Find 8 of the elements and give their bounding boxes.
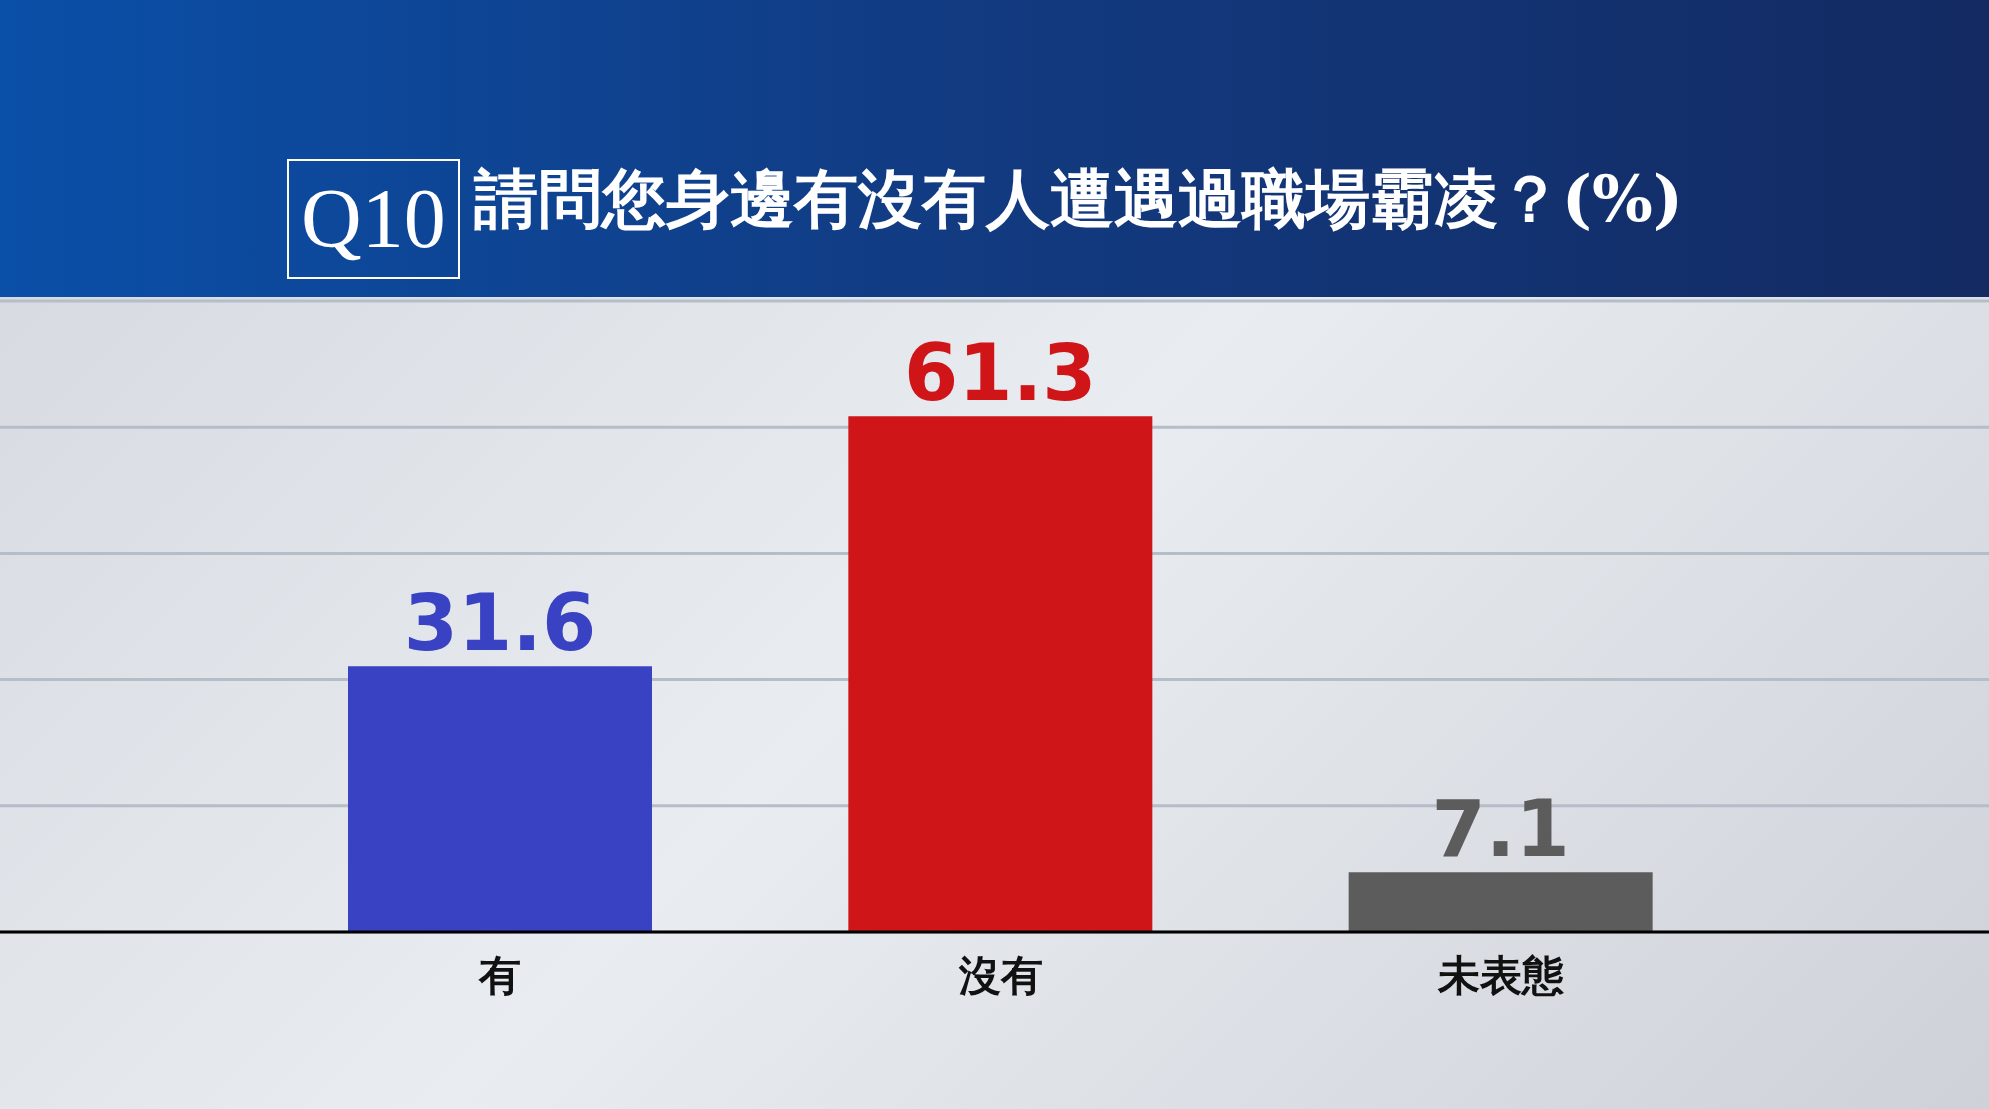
text: Q10 [287, 159, 460, 279]
x-tick-label: 未表態 [1436, 950, 1564, 1000]
data-label: 61.3 [904, 328, 1097, 419]
x-tick-label: 有 [478, 950, 522, 1000]
data-label: 31.6 [403, 578, 597, 669]
x-tick-label: 沒有 [957, 950, 1043, 1000]
chart-title: 請問您身邊有沒有人遭遇過職場霸凌？(%) [473, 160, 1684, 238]
data-label: 7.1 [1431, 784, 1570, 875]
